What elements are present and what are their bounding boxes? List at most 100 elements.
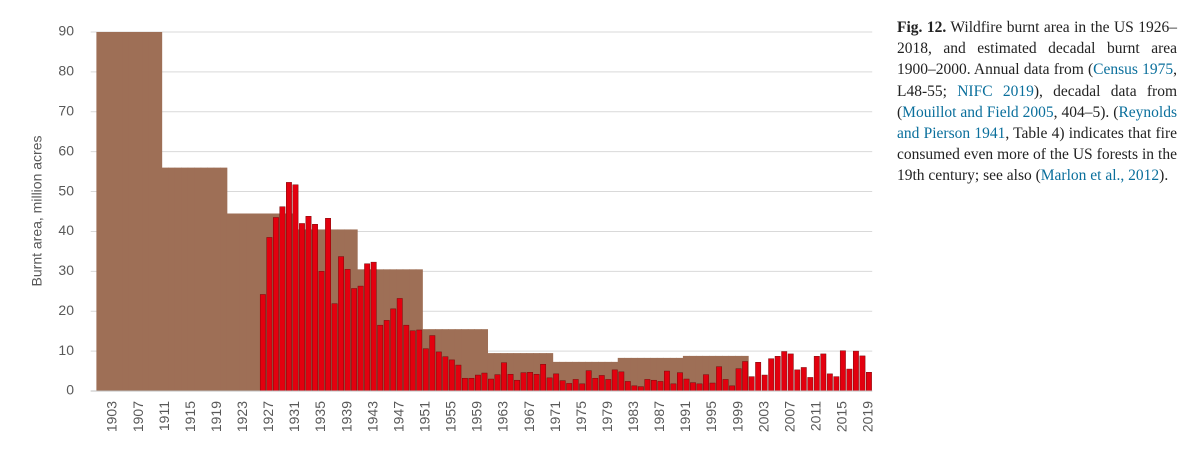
bar xyxy=(442,356,449,392)
bar xyxy=(239,213,247,391)
bar xyxy=(598,375,605,392)
bar xyxy=(604,361,612,391)
bar xyxy=(709,382,716,392)
bar xyxy=(866,372,872,392)
bar xyxy=(501,362,507,392)
bar xyxy=(755,362,762,392)
bar xyxy=(833,376,840,392)
bar xyxy=(722,379,729,392)
bar xyxy=(161,167,169,391)
x-tick-label: 2019 xyxy=(860,401,876,432)
bar xyxy=(546,377,553,392)
bar xyxy=(305,216,312,392)
citation-link[interactable]: Reynolds and Pierson 1941 xyxy=(897,103,1178,143)
x-tick-label: 1939 xyxy=(338,401,354,432)
bar xyxy=(474,329,482,391)
bar xyxy=(115,32,124,391)
bar xyxy=(266,237,273,392)
bar xyxy=(519,353,528,391)
bar xyxy=(846,368,853,392)
bar xyxy=(155,32,163,391)
bar xyxy=(800,367,807,392)
bar xyxy=(331,303,338,392)
bar xyxy=(481,372,488,392)
citation-link[interactable]: Census 1975 xyxy=(1093,61,1174,79)
bar xyxy=(286,182,292,392)
bar xyxy=(318,271,325,392)
x-tick-label: 1911 xyxy=(156,401,172,431)
bar xyxy=(325,218,331,392)
chart: Burnt area, million acres 0 10 20 30 40 50 60 7… xyxy=(29,23,876,432)
bar xyxy=(233,213,241,391)
citation-link[interactable]: NIFC 2019 xyxy=(957,82,1034,100)
bar xyxy=(213,167,221,391)
bar xyxy=(429,335,436,392)
bar xyxy=(527,372,533,392)
bar xyxy=(507,373,514,392)
bars xyxy=(96,32,872,392)
bar xyxy=(142,32,150,391)
bar xyxy=(299,223,305,392)
bar xyxy=(252,213,260,391)
bar xyxy=(533,373,540,392)
bar xyxy=(761,374,768,392)
bar xyxy=(735,368,742,392)
x-tick-label: 1975 xyxy=(573,401,589,432)
bar xyxy=(859,355,866,392)
bar xyxy=(722,355,730,391)
bar xyxy=(272,217,279,392)
y-tick-label: 10 xyxy=(58,342,74,358)
x-tick-label: 1903 xyxy=(104,401,120,432)
bar xyxy=(807,377,814,392)
bar xyxy=(364,263,371,392)
bar xyxy=(852,350,859,392)
citation-link[interactable]: Mouillot and Field 2005 xyxy=(902,103,1054,121)
bar xyxy=(513,353,521,391)
bar xyxy=(220,167,228,391)
y-tick-label: 50 xyxy=(58,182,74,198)
bar xyxy=(207,167,215,391)
bar xyxy=(422,348,429,392)
bar xyxy=(703,374,709,392)
bar xyxy=(338,256,345,392)
bar xyxy=(540,364,547,392)
y-tick-label: 20 xyxy=(58,302,74,318)
x-tick-label: 1987 xyxy=(651,401,667,432)
bar xyxy=(403,324,410,392)
bar xyxy=(128,32,137,391)
bar xyxy=(109,32,117,391)
bar xyxy=(174,167,182,391)
bar xyxy=(774,356,781,392)
bar xyxy=(493,353,502,391)
x-tick-label: 1919 xyxy=(208,401,224,432)
bar xyxy=(611,369,618,392)
bar xyxy=(702,355,710,391)
bar xyxy=(246,213,254,391)
bar xyxy=(683,378,690,392)
bar xyxy=(181,167,189,391)
caption-text: , L48-55; xyxy=(897,61,1177,100)
bar xyxy=(96,32,104,391)
figure-label: Fig. 12. xyxy=(897,19,947,36)
bar xyxy=(409,330,416,392)
bar xyxy=(455,364,462,392)
bar xyxy=(578,361,586,391)
bar xyxy=(390,308,397,392)
bar xyxy=(292,184,299,392)
citation-link[interactable]: Marlon et al., 2012 xyxy=(1040,167,1160,185)
bar xyxy=(448,359,455,392)
bar xyxy=(591,361,599,391)
bar xyxy=(520,372,527,392)
x-tick-label: 1963 xyxy=(495,401,511,432)
x-tick-label: 1955 xyxy=(443,401,459,432)
bar xyxy=(487,353,495,391)
bar xyxy=(592,377,599,392)
bar xyxy=(454,329,462,391)
bar xyxy=(480,329,489,391)
bar xyxy=(728,355,736,391)
x-tick-label: 1915 xyxy=(182,401,198,432)
bar xyxy=(312,224,318,392)
bar xyxy=(416,329,423,392)
x-tick-label: 1983 xyxy=(625,401,641,432)
